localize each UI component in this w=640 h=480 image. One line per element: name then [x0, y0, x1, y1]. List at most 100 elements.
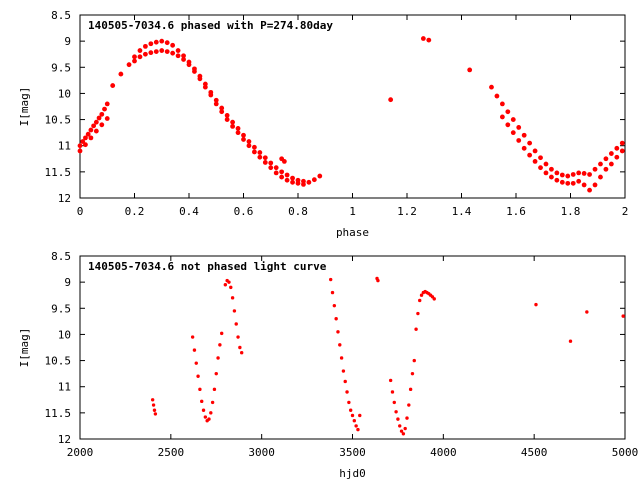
phased-data-point — [153, 39, 159, 45]
phased-data-point — [581, 182, 587, 188]
unphased-data-point — [392, 400, 396, 405]
unphased-data-point — [419, 293, 424, 297]
phased-data-point — [132, 58, 137, 64]
phased-data-point — [499, 101, 505, 107]
unphased-x-tick-label: 4000 — [430, 446, 457, 459]
phased-data-point — [614, 154, 620, 160]
unphased-y-tick-label: 9.5 — [51, 302, 71, 315]
phased-x-tick-label: 1 — [349, 205, 356, 218]
phased-data-point — [565, 180, 571, 186]
phased-data-point — [570, 172, 576, 177]
unphased-data-point — [358, 413, 362, 418]
unphased-data-point — [339, 356, 344, 360]
phased-data-point — [538, 155, 543, 161]
phased-data-point — [102, 106, 107, 112]
phased-data-point — [516, 138, 522, 143]
unphased-data-point — [388, 378, 393, 383]
phased-data-point — [91, 123, 97, 129]
unphased-y-tick-label: 9 — [64, 276, 71, 289]
phased-data-point — [230, 119, 236, 125]
unphased-data-point — [216, 356, 220, 360]
phased-x-tick-label: 1.4 — [452, 205, 472, 218]
unphased-data-point — [350, 413, 355, 418]
phased-data-point — [521, 132, 527, 138]
phased-data-point — [262, 160, 268, 165]
phased-x-axis-label: phase — [336, 226, 369, 239]
phased-data-point — [499, 114, 505, 120]
phased-data-point — [246, 139, 252, 144]
unphased-data-point — [336, 330, 340, 334]
unphased-data-point — [192, 348, 197, 352]
phased-x-tick-label: 0.2 — [125, 205, 145, 218]
phased-data-point — [241, 132, 246, 138]
unphased-data-point — [338, 343, 342, 347]
unphased-x-tick-label: 2500 — [158, 446, 185, 459]
phased-data-point — [181, 57, 186, 62]
unphased-y-tick-label: 10.5 — [45, 355, 72, 368]
phased-y-tick-label: 11 — [58, 140, 71, 153]
phased-data-point — [279, 174, 285, 180]
unphased-data-point — [207, 417, 211, 421]
phased-data-point — [118, 71, 124, 77]
phased-x-tick-label: 1.8 — [561, 205, 581, 218]
phased-y-tick-label: 11.5 — [45, 166, 72, 179]
unphased-data-point — [332, 303, 337, 308]
phased-data-point — [96, 115, 102, 121]
phased-data-point — [426, 37, 432, 43]
phased-data-point — [420, 36, 426, 41]
phased-data-point — [93, 119, 99, 125]
phased-y-tick-label: 12 — [58, 192, 71, 205]
phased-data-point — [576, 170, 582, 176]
unphased-data-point — [405, 416, 409, 420]
phased-data-point — [268, 160, 274, 166]
phased-data-point — [93, 128, 99, 134]
unphased-data-point — [212, 387, 217, 392]
phased-data-point — [132, 54, 137, 60]
phased-data-point — [235, 126, 241, 131]
phased-data-point — [284, 172, 290, 178]
phased-data-point — [295, 180, 301, 186]
unphased-data-point — [200, 399, 204, 404]
phased-data-point — [603, 166, 609, 172]
phased-data-point — [202, 84, 208, 90]
unphased-y-tick-label: 8.5 — [51, 250, 71, 263]
phased-data-point — [164, 40, 170, 46]
phased-data-point — [281, 159, 287, 164]
phased-data-point — [175, 48, 181, 53]
phased-data-point — [252, 149, 257, 155]
phased-data-point — [543, 161, 549, 167]
unphased-data-point — [432, 297, 436, 301]
phased-data-point — [219, 105, 225, 111]
phased-y-tick-label: 10.5 — [45, 114, 72, 127]
phased-data-point — [85, 131, 91, 137]
unphased-data-point — [220, 331, 224, 336]
unphased-x-tick-label: 2000 — [67, 446, 94, 459]
unphased-data-point — [190, 335, 195, 339]
phased-data-point — [170, 42, 176, 48]
unphased-data-point — [398, 424, 402, 428]
phased-data-point — [505, 122, 511, 128]
phased-data-point — [527, 152, 533, 158]
phased-data-point — [608, 151, 614, 156]
phased-data-point — [614, 145, 620, 151]
unphased-data-point — [236, 335, 240, 339]
phased-data-point — [532, 148, 538, 154]
unphased-chart-title: 140505-7034.6 not phased light curve — [88, 260, 327, 273]
unphased-data-point — [210, 400, 215, 405]
unphased-data-point — [209, 411, 213, 415]
phased-x-tick-label: 0.6 — [234, 205, 254, 218]
phased-data-point — [230, 123, 236, 129]
phased-y-tick-label: 8.5 — [51, 9, 71, 22]
phased-data-point — [273, 170, 279, 176]
unphased-y-tick-label: 11.5 — [45, 407, 72, 420]
phased-data-point — [88, 127, 94, 133]
phased-data-point — [576, 178, 582, 184]
phased-data-point — [290, 179, 295, 185]
unphased-data-point — [153, 412, 158, 416]
phased-data-point — [137, 48, 143, 53]
phased-data-point — [246, 143, 252, 149]
phased-data-point — [516, 125, 522, 130]
phased-data-point — [570, 180, 576, 186]
